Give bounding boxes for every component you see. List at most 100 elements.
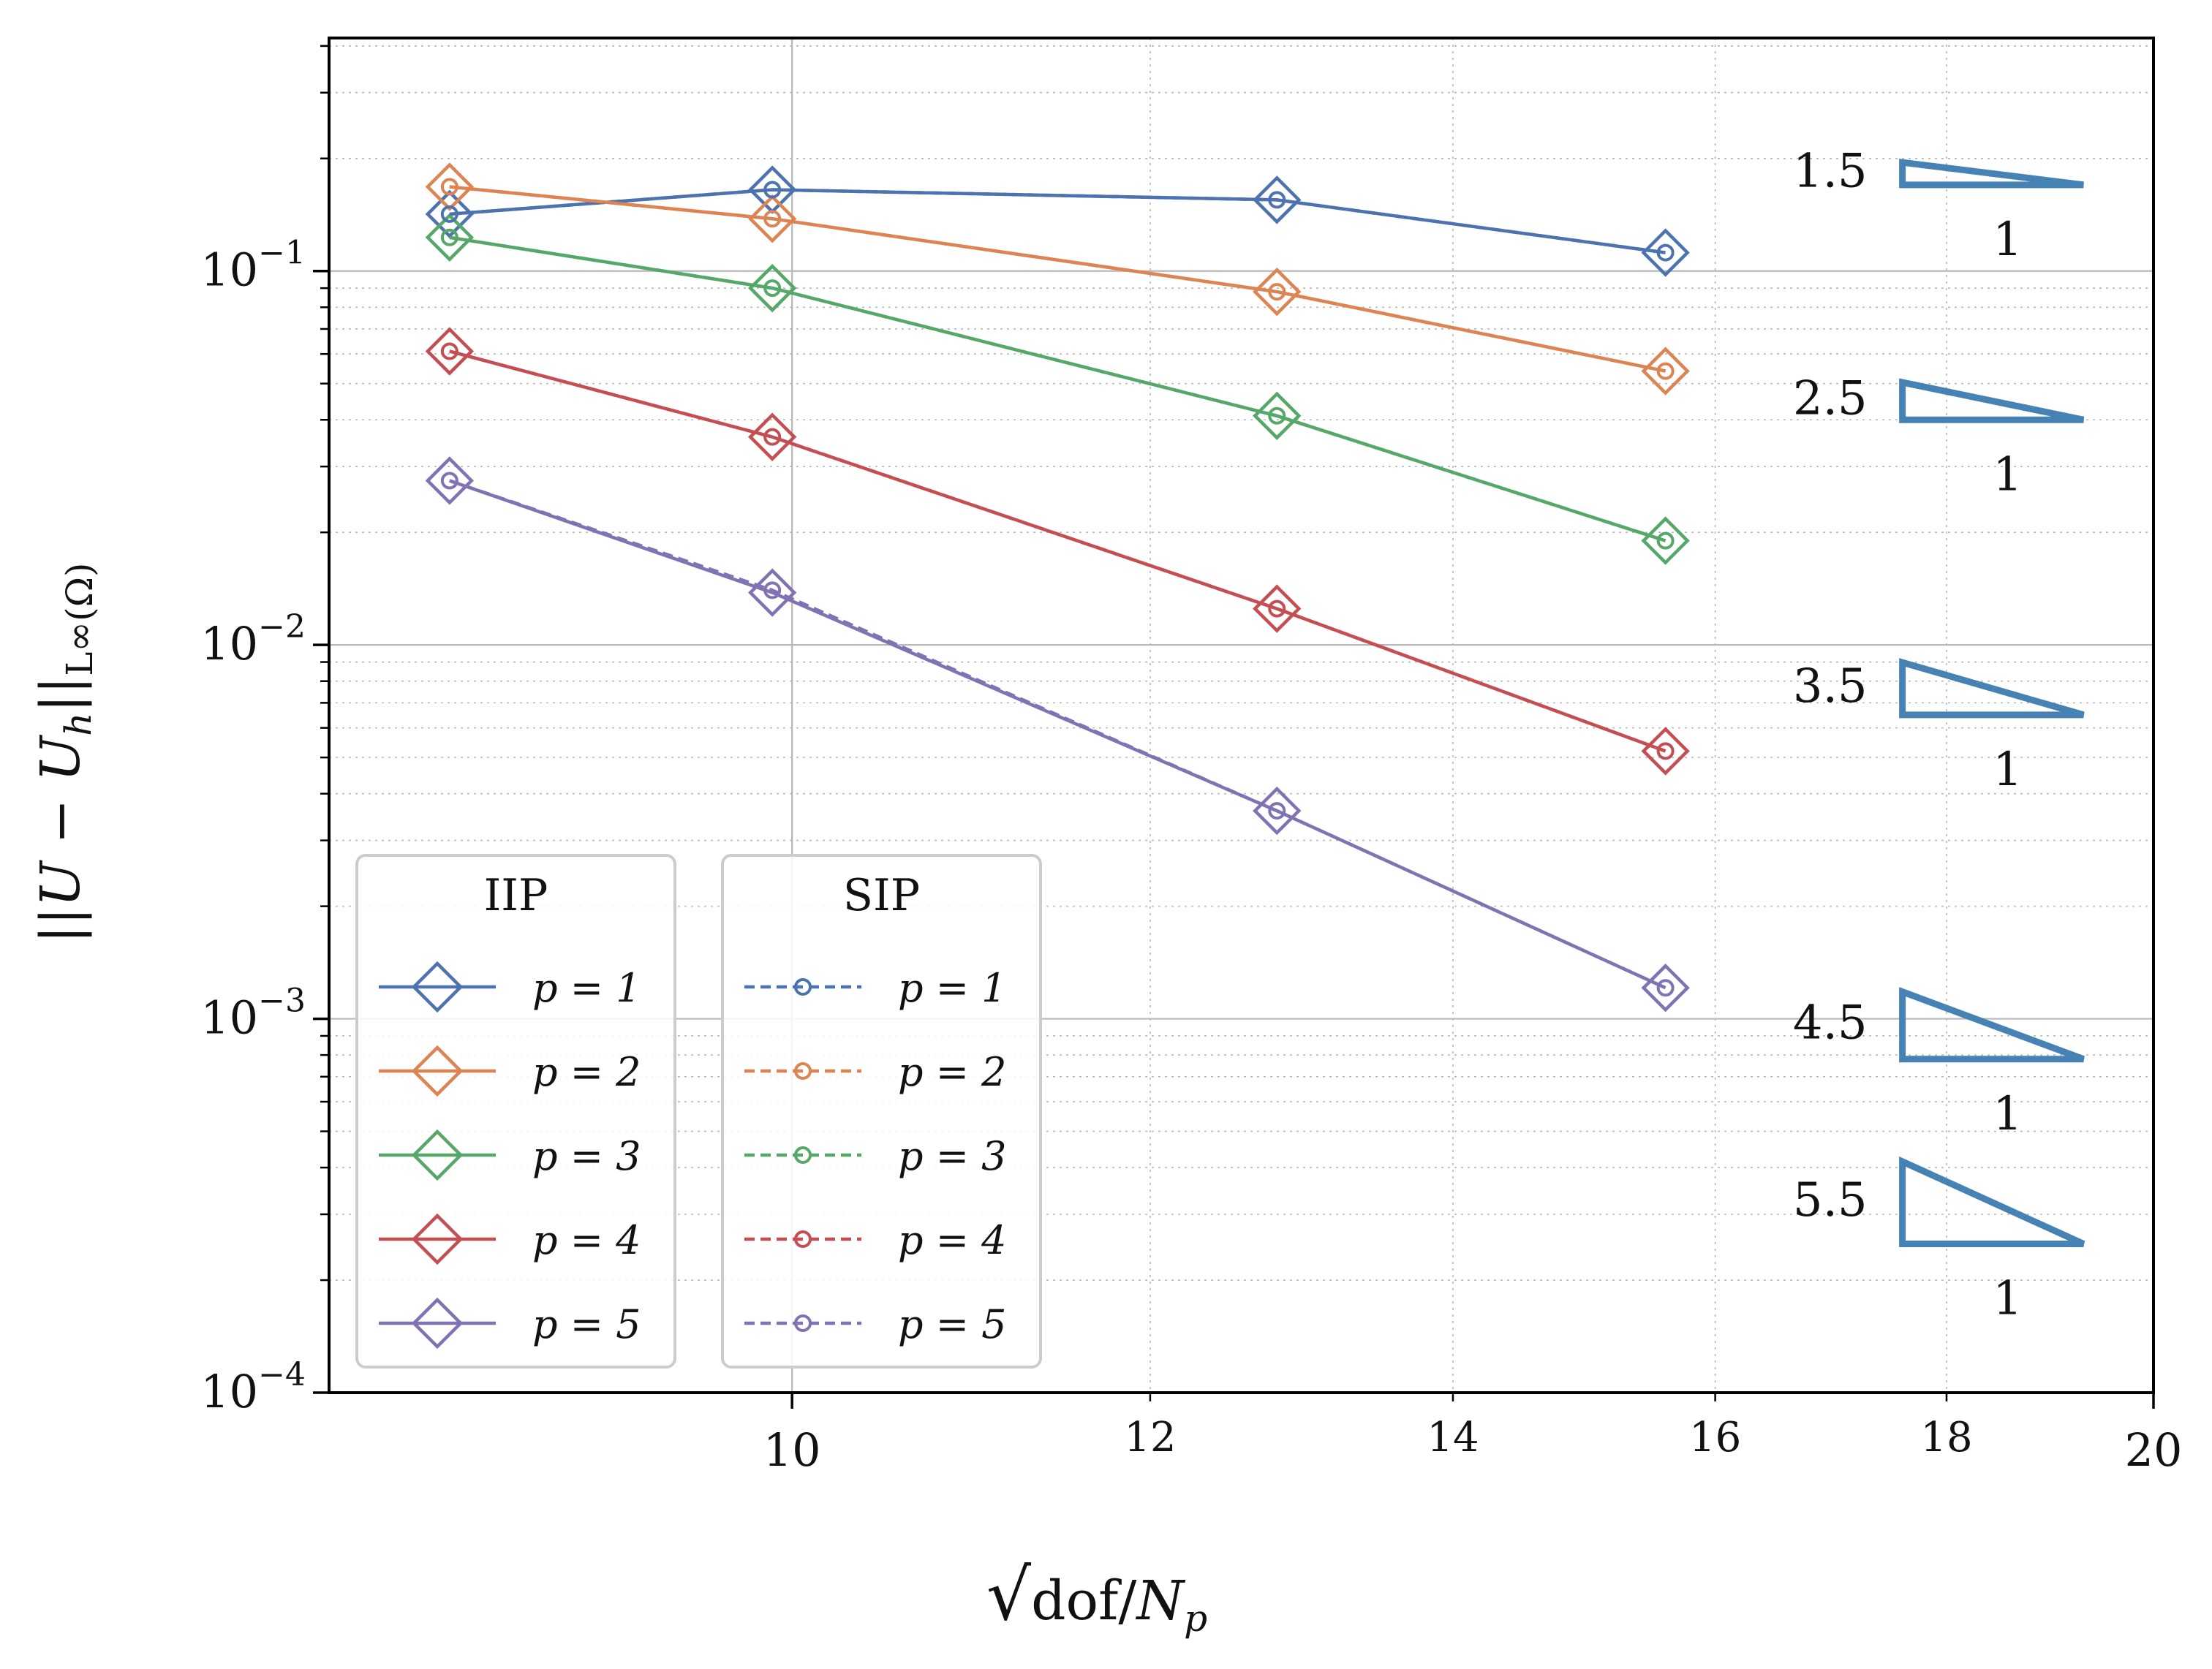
legend-diamond-marker [411, 961, 464, 1013]
x-tick-label: 14 [1427, 1414, 1479, 1461]
legend-box [355, 854, 676, 1369]
slope-run-label: 1 [1993, 1087, 2023, 1141]
slope-run-label: 1 [1993, 1271, 2023, 1325]
plot-area-series [425, 162, 1690, 1013]
iip-diamond-marker [747, 194, 797, 243]
sip-circle-marker [1656, 243, 1675, 262]
sip-circle-marker [440, 228, 458, 246]
sip-circle-marker [440, 205, 458, 223]
sip-circle-marker [440, 342, 458, 360]
y-tick-label-exponent: −4 [258, 1356, 306, 1393]
slope-triangle [1899, 987, 2085, 1063]
x-tick-label: 10 [763, 1423, 821, 1477]
legend-circle-marker [794, 1230, 812, 1248]
y-tick-label: 10−2 [200, 608, 306, 670]
legend-entry-label: p = 2 [532, 1049, 641, 1095]
y-tick-label-exponent: −2 [258, 608, 306, 646]
x-tick-label: 20 [2125, 1423, 2183, 1477]
iip-diamond-marker [1641, 516, 1690, 565]
x-axis-label-subscript: p [1184, 1597, 1207, 1640]
y-axis-label-mid: || [29, 676, 92, 713]
x-axis-label-sqrt: √ [986, 1554, 1032, 1636]
y-tick-label: 10−3 [200, 983, 306, 1045]
iip-diamond-marker [425, 189, 475, 239]
slope-triangle [1899, 658, 2085, 719]
iip-diamond-marker [747, 412, 797, 461]
y-tick-label-base: 10 [200, 243, 258, 297]
iip-diamond-marker [1253, 267, 1302, 317]
sip-series-line [449, 185, 1666, 373]
slope-triangles: 1.5 1 2.5 1 3.5 1 4.5 1 5.5 1 [1793, 145, 2085, 1325]
slope-run-label: 1 [1993, 743, 2023, 797]
sip-circle-marker [1268, 406, 1286, 425]
legend-circle-marker [794, 1314, 812, 1332]
legend-entry-label: p = 2 [898, 1049, 1007, 1095]
y-tick-label: 10−4 [200, 1356, 306, 1418]
x-tick-label: 12 [1124, 1414, 1176, 1461]
sip-circle-marker [763, 581, 782, 599]
legend-circle-marker [794, 1062, 812, 1080]
legend-entry-label: p = 3 [898, 1133, 1007, 1179]
legend-title: IIP [484, 870, 548, 921]
slope-rate-label: 2.5 [1793, 372, 1868, 426]
slope-triangle [1899, 1156, 2085, 1247]
legend-diamond-marker [411, 1129, 464, 1181]
legend-entry-label: p = 5 [898, 1301, 1007, 1347]
iip-diamond-marker [425, 456, 475, 505]
sip-circle-marker [763, 279, 782, 298]
iip-diamond-marker [425, 213, 475, 262]
x-tick-label: 18 [1920, 1414, 1972, 1461]
sip-circle-marker [1656, 362, 1675, 380]
slope-rate-label: 4.5 [1793, 996, 1868, 1051]
iip-diamond-marker [425, 327, 475, 376]
y-axis-label-norm: L∞(Ω) [58, 562, 101, 675]
legend-entry-label: p = 3 [532, 1133, 641, 1179]
legend-diamond-marker [411, 1213, 464, 1265]
legend-entry-label: p = 5 [532, 1301, 641, 1347]
minor-gridlines [329, 38, 2154, 1393]
slope-rate-label: 5.5 [1793, 1173, 1868, 1227]
iip-diamond-marker [747, 263, 797, 313]
iip-diamond-marker [1641, 228, 1690, 277]
legend-title: SIP [843, 870, 920, 921]
y-tick-label-exponent: −3 [258, 983, 306, 1020]
iip-diamond-marker [1253, 584, 1302, 633]
sip-series-line [449, 349, 1666, 753]
sip-circle-marker [1268, 283, 1286, 301]
legend-circle-marker [794, 1146, 812, 1164]
slope-rate-label: 1.5 [1793, 145, 1868, 199]
sip-circle-marker [1656, 742, 1675, 760]
legend-entry-label: p = 1 [898, 965, 1007, 1011]
sip-circle-marker [763, 181, 782, 199]
y-tick-label-base: 10 [200, 1365, 258, 1418]
slope-triangle [1899, 378, 2085, 423]
sip-series-line [449, 479, 1666, 990]
legends: IIP p = 1 p = 2 p = 3 p = 4 p = 5 SIP p = 1 p = … [355, 854, 1042, 1369]
iip-diamond-marker [1253, 391, 1302, 440]
x-axis-label: √dof/Np [986, 1554, 1207, 1640]
sip-circle-marker [1268, 802, 1286, 820]
x-axis-label-text: dof/ [1031, 1570, 1136, 1632]
y-tick-label-base: 10 [200, 991, 258, 1045]
legend-circle-marker [794, 978, 812, 996]
axis-ticks: 10−110−210−310−410 12 14 16 18 20 [200, 45, 2183, 1477]
y-axis-label-sub-h: h [57, 713, 99, 736]
sip-circle-marker [1656, 531, 1675, 550]
legend-diamond-marker [411, 1045, 464, 1097]
sip-circle-marker [1656, 979, 1675, 997]
iip-diamond-marker [1253, 175, 1302, 224]
legend-diamond-marker [411, 1297, 464, 1350]
axes-frame [328, 37, 2155, 1394]
slope-run-label: 1 [1993, 213, 2023, 267]
sip-circle-marker [440, 178, 458, 196]
y-tick-label-base: 10 [200, 617, 258, 670]
y-tick-label: 10−1 [200, 235, 306, 297]
sip-circle-marker [763, 428, 782, 446]
x-tick-label: 16 [1689, 1414, 1741, 1461]
slope-run-label: 1 [1993, 447, 2023, 502]
y-tick-label-exponent: −1 [258, 235, 306, 272]
legend-entry-label: p = 1 [532, 965, 641, 1011]
legend-entry-label: p = 4 [532, 1217, 641, 1263]
legend-entry-label: p = 4 [898, 1217, 1007, 1263]
